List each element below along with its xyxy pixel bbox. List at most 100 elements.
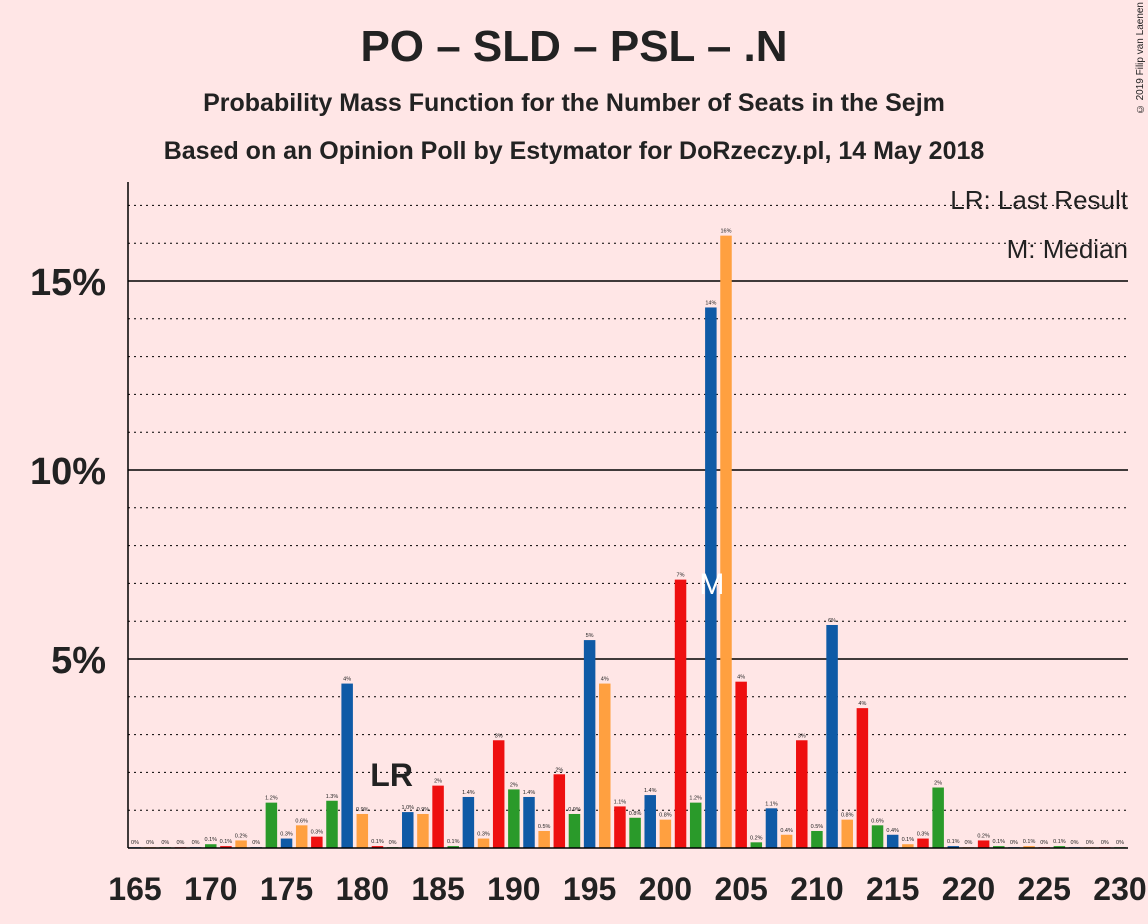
bar-seat-176	[295, 825, 308, 848]
bar-label-198: 0.8%	[629, 811, 642, 817]
bar-label-210: 0.5%	[811, 824, 824, 830]
bar-seat-204	[720, 235, 732, 848]
bar-label-179: 4%	[343, 677, 351, 683]
bar-label-216: 0.1%	[902, 837, 915, 843]
bar-label-229: 0%	[1101, 840, 1109, 846]
bar-label-168: 0%	[176, 840, 184, 846]
bar-label-228: 0%	[1086, 840, 1094, 846]
bar-label-176: 0.6%	[295, 818, 308, 824]
bar-label-214: 0.6%	[871, 818, 884, 824]
bar-label-184: 0.9%	[417, 807, 430, 813]
bar-seat-214	[871, 825, 884, 848]
bar-label-192: 0.5%	[538, 824, 551, 830]
bar-seat-180	[356, 813, 369, 848]
bar-label-222: 0.1%	[992, 839, 1005, 845]
bar-seat-178	[326, 800, 338, 848]
x-tick-label: 215	[866, 871, 919, 907]
bar-label-194: 0.9%	[568, 807, 581, 813]
bar-label-225: 0%	[1040, 840, 1048, 846]
bar-seat-219	[947, 846, 960, 848]
bar-label-215: 0.4%	[886, 828, 899, 834]
bar-seat-212	[841, 819, 853, 848]
bar-label-202: 1.2%	[689, 796, 702, 802]
bar-seat-198	[629, 817, 641, 848]
bar-label-166: 0%	[146, 840, 154, 846]
median-marker: M	[699, 568, 724, 601]
x-tick-label: 220	[942, 871, 995, 907]
bar-seat-184	[417, 813, 429, 848]
bar-seat-206	[750, 842, 763, 848]
bar-seat-187	[462, 796, 475, 848]
bar-seat-226	[1053, 846, 1066, 848]
x-tick-label: 175	[260, 871, 313, 907]
bar-seat-192	[538, 830, 550, 848]
bar-seat-202	[689, 802, 702, 848]
chart-source-line: Based on an Opinion Poll by Estymator fo…	[163, 137, 985, 165]
bar-seat-210	[811, 830, 823, 848]
bar-label-169: 0%	[192, 840, 200, 846]
bar-label-180: 0.9%	[356, 807, 369, 813]
bar-label-207: 1.1%	[765, 801, 778, 807]
bar-label-187: 1.4%	[462, 790, 475, 796]
bar-seat-191	[523, 796, 535, 848]
bar-seat-222	[993, 846, 1005, 848]
bars	[129, 235, 1126, 849]
bar-label-220: 0%	[964, 840, 972, 846]
bar-seat-189	[492, 740, 505, 848]
bar-label-219: 0.1%	[947, 839, 960, 845]
bar-seat-196	[599, 683, 611, 848]
bar-label-174: 1.2%	[265, 796, 278, 802]
x-tick-label: 210	[790, 871, 843, 907]
bar-seat-174	[265, 802, 278, 848]
bar-label-226: 0.1%	[1053, 839, 1066, 845]
bar-seat-203	[705, 307, 717, 849]
x-tick-label: 200	[639, 871, 692, 907]
bar-label-182: 0%	[389, 840, 397, 846]
bar-seat-188	[477, 838, 490, 848]
x-tick-label: 190	[487, 871, 540, 907]
bar-seat-200	[659, 819, 672, 848]
bar-label-218: 2%	[934, 781, 942, 787]
bar-value-labels: 0% 0% 0% 0% 0% 0.1% 0.1% 0.2% 0% 1.2% 0.3% 0.6% 0.3%…	[131, 229, 1124, 847]
bar-seat-208	[780, 834, 793, 848]
bar-label-189: 3%	[495, 733, 503, 739]
bar-label-186: 0.1%	[447, 839, 460, 845]
bar-label-185: 2%	[434, 779, 442, 785]
bar-seat-194	[568, 813, 581, 848]
bar-label-224: 0.1%	[1023, 839, 1036, 845]
bar-seat-215	[886, 834, 899, 848]
bar-label-190: 2%	[510, 782, 518, 788]
bar-seat-195	[583, 640, 596, 848]
bar-label-217: 0.3%	[917, 832, 930, 838]
bar-label-206: 0.2%	[750, 835, 763, 841]
y-tick-label: 10%	[30, 451, 106, 493]
bar-seat-209	[796, 740, 808, 848]
bar-label-178: 1.3%	[326, 794, 339, 800]
bar-label-203: 14%	[705, 300, 716, 306]
bar-label-223: 0%	[1010, 840, 1018, 846]
x-tick-label: 185	[411, 871, 464, 907]
bar-seat-185	[432, 785, 444, 848]
y-tick-label: 15%	[30, 262, 106, 304]
bar-label-199: 1.4%	[644, 788, 657, 794]
bar-label-195: 5%	[586, 633, 594, 639]
bar-seat-205	[735, 681, 747, 848]
last-result-marker: LR	[370, 757, 413, 793]
bar-label-201: 7%	[677, 573, 685, 579]
bar-label-208: 0.4%	[780, 828, 793, 834]
bar-seat-216	[902, 844, 914, 848]
bar-label-209: 3%	[798, 733, 806, 739]
bar-seat-170	[205, 844, 217, 848]
bar-label-212: 0.8%	[841, 813, 854, 819]
bar-label-170: 0.1%	[204, 837, 217, 843]
bar-label-175: 0.3%	[280, 832, 293, 838]
bar-seat-199	[644, 795, 656, 848]
chart-subtitle: Probability Mass Function for the Number…	[203, 89, 945, 117]
bar-seat-213	[856, 708, 869, 848]
bar-label-173: 0%	[252, 840, 260, 846]
bar-seat-193	[553, 774, 566, 848]
bar-seat-183	[402, 812, 414, 848]
x-tick-label: 165	[108, 871, 161, 907]
bar-label-227: 0%	[1071, 840, 1079, 846]
